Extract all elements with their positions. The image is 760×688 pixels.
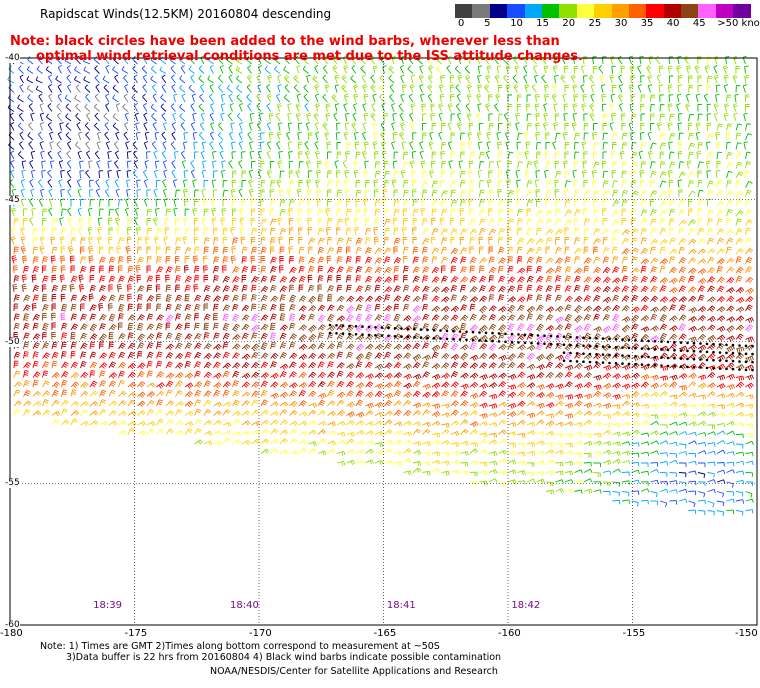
longitude-label: -180 [0,628,23,639]
legend-swatch [455,4,473,18]
wind-barb-group [11,55,752,495]
longitude-label: -150 [735,628,758,639]
legend-swatch [663,4,682,18]
legend-swatch [611,4,629,18]
wind-barb-group [12,283,754,379]
wind-barb-group [26,84,129,169]
footnote-line1: Note: 1) Times are GMT 2)Times along bot… [40,641,440,652]
wind-barb-group [12,237,754,428]
latitude-label: -60 [5,620,20,630]
time-label: 18:39 [93,600,122,611]
legend-label: 40 [666,18,680,29]
map-title: Rapidscat Winds(12.5KM) 20160804 descend… [40,7,332,21]
latitude-label: -40 [5,53,20,63]
latitude-label: -55 [5,478,20,489]
legend-label: 20 [562,18,576,29]
longitude-label: -165 [373,628,397,639]
footnote-line2: 3)Data buffer is 22 hrs from 20160804 4)… [66,652,502,663]
wind-barb-group [13,265,754,390]
longitude-label: -170 [249,628,272,639]
legend-label: 30 [614,18,628,29]
legend-swatch [594,4,612,18]
longitude-label: -175 [124,628,148,639]
time-label: 18:41 [386,600,416,611]
wind-barb-group [7,55,754,517]
legend-swatch [628,4,647,18]
legend-swatch [681,4,699,18]
legend-label: 5 [484,18,491,29]
wind-barb-group [10,217,754,438]
legend-label: 10 [510,18,523,29]
legend-swatch [733,4,751,18]
legend-label: 15 [536,18,550,29]
legend-swatch [507,4,525,18]
legend-swatch [576,4,595,18]
wind-barb-group [7,55,745,508]
legend-labels: 0 5 10 15 20 25 30 35 40 45 >50 knots [455,18,760,34]
footnote-credit: NOAA/NESDIS/Center for Satellite Applica… [210,666,498,677]
legend-swatch [541,4,560,18]
wind-barb-group [11,255,754,410]
wind-barb-group [9,55,754,515]
longitude-label: -160 [498,628,521,639]
legend-swatch [698,4,716,18]
contamination-note-line2: optimal wind retrieval conditions are me… [36,49,583,64]
legend-swatch [715,4,734,18]
time-label: 18:42 [511,600,541,611]
legend-label: >50 knots [717,18,760,29]
legend-label: 45 [692,18,706,29]
legend-swatch [559,4,577,18]
legend-swatch [524,4,542,18]
legend-swatch [489,4,508,18]
contamination-note-line1: Note: black circles have been added to t… [10,34,560,49]
legend-label: 25 [588,18,602,29]
wind-barb-group [60,304,754,361]
legend-label: 0 [458,18,465,29]
latitude-label: -50 [5,336,20,347]
wind-barb-group [10,55,754,494]
legend-swatch [646,4,664,18]
longitude-label: -155 [622,628,646,639]
wind-speed-legend [455,4,751,18]
wind-barbs-layer [7,55,754,517]
time-label: 18:40 [230,600,259,611]
legend-label: 35 [640,18,654,29]
legend-swatch [472,4,490,18]
latitude-label: -45 [5,194,20,205]
